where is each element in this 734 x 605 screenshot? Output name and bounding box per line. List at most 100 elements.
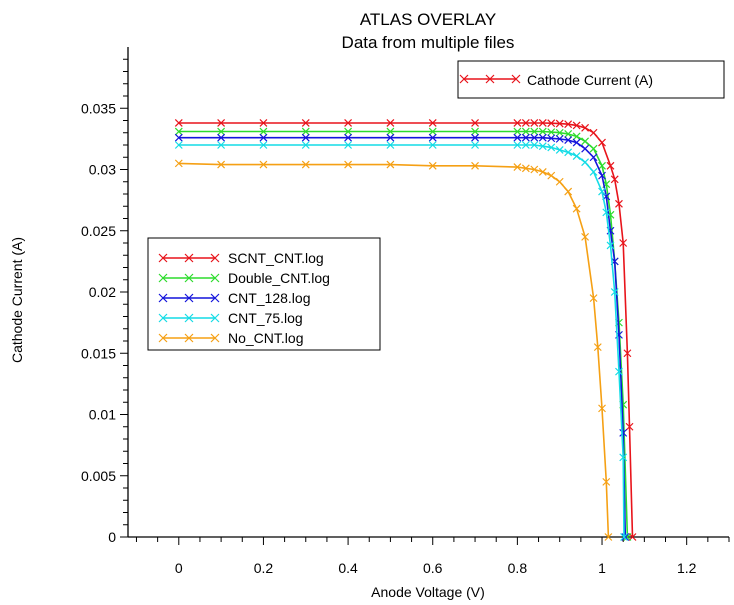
data-point <box>428 161 437 170</box>
legend-label: No_CNT.log <box>228 330 303 346</box>
data-point <box>471 127 479 136</box>
data-point <box>604 533 613 541</box>
data-point <box>581 137 590 146</box>
data-point <box>217 160 226 169</box>
data-point <box>301 119 310 127</box>
data-point <box>521 127 530 136</box>
data-point <box>174 119 183 127</box>
data-point <box>564 130 573 138</box>
data-point <box>555 145 564 154</box>
data-point <box>602 208 611 217</box>
data-point <box>259 133 268 142</box>
legend-marker <box>184 313 194 323</box>
chart-title: ATLAS OVERLAY <box>360 10 496 29</box>
data-point <box>619 239 628 247</box>
y-tick-label: 0.015 <box>81 345 116 361</box>
data-point <box>555 177 564 186</box>
y-tick-label: 0.025 <box>81 223 116 239</box>
data-point <box>174 141 183 149</box>
data-point <box>301 141 310 149</box>
legend-marker <box>210 293 220 303</box>
data-point <box>530 133 539 142</box>
data-point <box>589 294 598 303</box>
x-tick-label: 0.4 <box>338 560 358 576</box>
data-point <box>471 141 479 149</box>
y-tick-label: 0.01 <box>89 407 116 423</box>
legend-label: SCNT_CNT.log <box>228 250 324 266</box>
legend-label: Double_CNT.log <box>228 270 330 286</box>
legend-top-marker <box>459 74 469 84</box>
data-point <box>259 127 268 136</box>
data-point <box>344 119 353 127</box>
legend-item: CNT_128.log <box>158 290 311 306</box>
data-point <box>564 187 573 196</box>
data-point <box>174 127 183 136</box>
legend-marker <box>158 333 168 343</box>
legend-files: SCNT_CNT.log Double_CNT.log CNT_128.log CNT… <box>147 237 381 351</box>
series-cnt-128-log <box>174 133 630 541</box>
x-tick-label: 1.2 <box>677 560 697 576</box>
data-point <box>301 127 310 136</box>
data-point <box>538 168 547 176</box>
legend-files-box <box>147 237 381 351</box>
data-point <box>581 123 590 132</box>
data-point <box>513 127 522 136</box>
data-point <box>513 119 522 127</box>
data-point <box>471 133 479 142</box>
x-tick-label: 0.6 <box>423 560 443 576</box>
data-point <box>386 133 395 142</box>
data-point <box>217 119 226 127</box>
data-point <box>174 159 183 168</box>
data-point <box>344 141 353 149</box>
data-point <box>555 119 564 128</box>
legend-marker <box>184 273 194 283</box>
legend-marker <box>158 273 168 283</box>
y-axis-label: Cathode Current (A) <box>9 237 25 363</box>
data-point <box>610 288 619 296</box>
data-point <box>572 132 581 141</box>
data-point <box>217 127 226 136</box>
data-point <box>301 160 310 169</box>
data-point <box>547 143 556 152</box>
data-point <box>530 165 539 174</box>
data-point <box>547 134 556 143</box>
data-point <box>547 128 556 137</box>
data-point <box>428 119 437 127</box>
data-point <box>589 168 598 176</box>
data-point <box>513 141 522 149</box>
legend-top-label: Cathode Current (A) <box>527 72 653 88</box>
data-point <box>386 160 395 169</box>
y-tick-label: 0.035 <box>81 100 116 116</box>
data-point <box>581 232 590 241</box>
data-point <box>530 141 539 149</box>
data-point <box>538 119 547 127</box>
x-tick-label: 0.8 <box>508 560 528 576</box>
y-tick-label: 0.005 <box>81 468 116 484</box>
data-point <box>619 428 628 437</box>
data-point <box>428 141 437 149</box>
data-point <box>428 127 437 136</box>
legend-item: No_CNT.log <box>158 330 303 346</box>
data-point <box>564 120 573 129</box>
y-tick-label: 0.03 <box>89 162 116 178</box>
data-point <box>589 153 598 162</box>
data-point <box>344 160 353 169</box>
data-point <box>386 127 395 136</box>
legend-marker <box>158 253 168 263</box>
data-point <box>530 127 539 136</box>
data-point <box>555 134 564 143</box>
data-point <box>598 404 606 413</box>
data-point <box>581 158 590 167</box>
legend-marker <box>158 293 168 303</box>
data-point <box>625 422 634 431</box>
data-point <box>572 204 581 213</box>
series-line <box>178 122 634 538</box>
y-tick-label: 0 <box>108 529 116 545</box>
legend-item: CNT_75.log <box>158 310 303 326</box>
data-point <box>572 152 581 160</box>
data-point <box>217 133 226 142</box>
legend-marker <box>184 253 194 263</box>
chart-subtitle: Data from multiple files <box>342 33 515 52</box>
data-point <box>606 241 615 250</box>
legend-label: CNT_128.log <box>228 290 311 306</box>
